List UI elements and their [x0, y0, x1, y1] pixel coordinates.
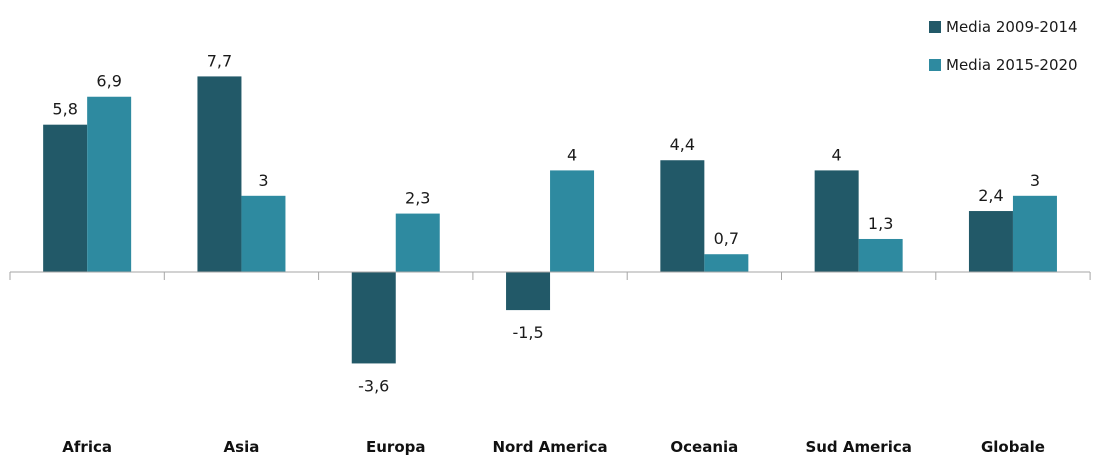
bar-2-africa	[87, 96, 132, 273]
value-label-2-europa: 2,3	[405, 189, 430, 208]
category-label-oceania: Oceania	[670, 438, 738, 456]
bar-2-oceania	[704, 254, 749, 272]
value-labels-layer: 5,8 6,9 7,7 3 -3,6 2,3 -1,5 4 4,4 0,7 4 1,3 2,4 3	[52, 51, 1040, 395]
value-label-2-africa: 6,9	[96, 72, 121, 91]
category-label-nord-america: Nord America	[492, 438, 607, 456]
value-label-2-oceania: 0,7	[714, 229, 739, 248]
value-label-1-nord-america: -1,5	[512, 323, 543, 342]
bar-2-sud-america	[858, 238, 903, 272]
value-label-1-africa: 5,8	[52, 100, 77, 119]
category-label-globale: Globale	[981, 438, 1045, 456]
value-label-1-sud-america: 4	[832, 145, 842, 164]
category-label-europa: Europa	[366, 438, 426, 456]
value-label-1-oceania: 4,4	[670, 135, 695, 154]
bar-1-asia	[197, 76, 242, 272]
category-label-asia: Asia	[224, 438, 260, 456]
bar-1-africa	[43, 124, 88, 273]
value-label-2-nord-america: 4	[567, 145, 577, 164]
legend-item-series-1: Media 2009-2014	[929, 18, 1078, 36]
value-label-1-europa: -3,6	[358, 376, 389, 395]
bar-1-sud-america	[814, 170, 859, 272]
value-label-2-globale: 3	[1030, 171, 1040, 190]
bars-layer	[43, 76, 1057, 364]
value-label-1-asia: 7,7	[207, 51, 232, 70]
legend-label-series-2: Media 2015-2020	[946, 56, 1078, 74]
bar-1-oceania	[660, 160, 705, 272]
legend-label-series-1: Media 2009-2014	[946, 18, 1078, 36]
bar-1-europa	[351, 272, 396, 364]
bar-2-nord-america	[550, 170, 595, 272]
category-label-sud-america: Sud America	[805, 438, 911, 456]
axis-layer	[9, 271, 1091, 280]
bar-2-europa	[395, 213, 440, 272]
bar-2-globale	[1012, 195, 1057, 272]
bar-2-asia	[241, 195, 286, 272]
category-label-africa: Africa	[62, 438, 112, 456]
value-label-1-globale: 2,4	[978, 186, 1003, 205]
category-labels-layer: Africa Asia Europa Nord America Oceania Sud A…	[62, 438, 1045, 456]
legend-swatch-series-2	[929, 59, 941, 71]
value-label-2-asia: 3	[258, 171, 268, 190]
legend-item-series-2: Media 2015-2020	[929, 56, 1078, 74]
bar-1-globale	[968, 211, 1013, 272]
legend-swatch-series-1	[929, 21, 941, 33]
bar-1-nord-america	[506, 272, 551, 311]
value-label-2-sud-america: 1,3	[868, 214, 893, 233]
